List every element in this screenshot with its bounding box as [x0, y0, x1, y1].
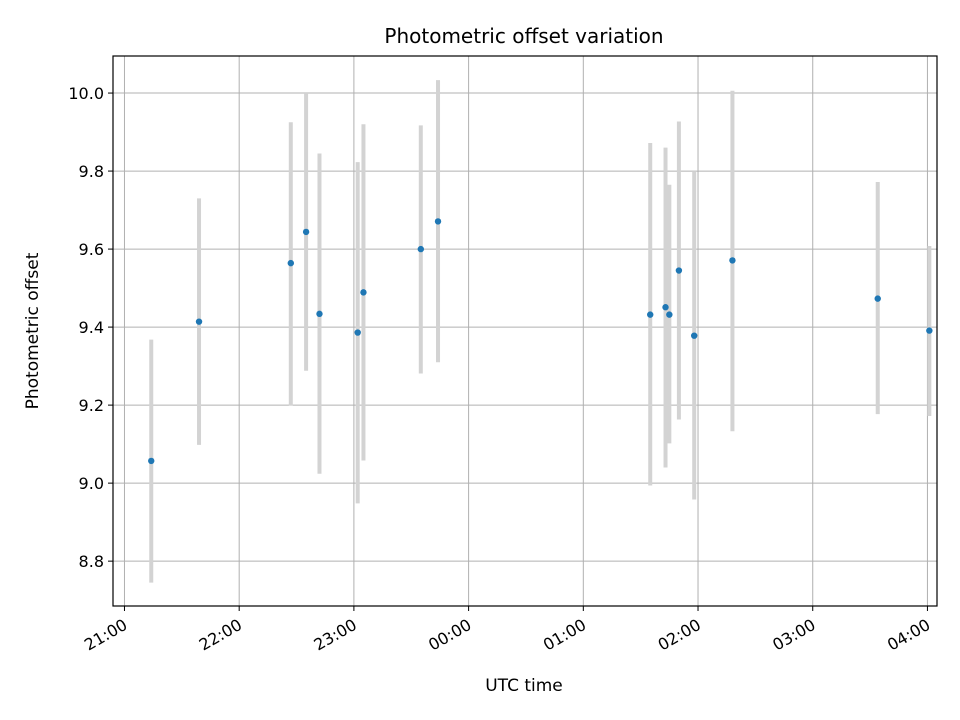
y-tick-label: 9.8: [79, 162, 104, 181]
x-tick-label: 00:00: [425, 615, 474, 655]
data-point: [354, 329, 361, 336]
data-point: [302, 228, 310, 236]
data-point: [675, 267, 683, 274]
y-tick-label: 9.2: [79, 396, 104, 415]
chart-title: Photometric offset variation: [384, 24, 663, 48]
plot-frame: [112, 55, 938, 607]
data-point: [662, 304, 669, 311]
data-point: [417, 245, 425, 253]
x-tick-label: 23:00: [310, 615, 359, 655]
data-point: [434, 218, 442, 225]
data-point: [360, 289, 367, 296]
x-tick-label: 01:00: [540, 615, 589, 655]
y-axis-label: Photometric offset: [23, 252, 43, 409]
data-point: [874, 295, 881, 302]
data-point: [666, 311, 673, 318]
y-tick-label: 9.4: [79, 318, 104, 337]
data-point: [195, 318, 203, 325]
data-points: [148, 218, 933, 465]
y-tick-label: 9.6: [79, 240, 104, 259]
data-point: [316, 310, 323, 318]
grid: [113, 56, 937, 606]
x-tick-label: 03:00: [769, 615, 818, 655]
data-point: [287, 259, 295, 267]
data-point: [729, 257, 736, 264]
x-axis: 21:00 22:00 23:00 00:00 01:00 02:00 03:00 04:00: [81, 606, 933, 655]
data-point: [647, 311, 654, 318]
x-tick-label: 04:00: [884, 615, 933, 655]
data-point: [690, 332, 698, 339]
x-tick-label: 02:00: [655, 615, 704, 655]
plot-area: [112, 55, 938, 607]
y-tick-label: 10.0: [68, 84, 104, 103]
data-point: [926, 327, 933, 334]
y-tick-label: 9.0: [79, 474, 104, 493]
y-axis: 8.8 9.0 9.2 9.4 9.6 9.8 10.0: [68, 84, 113, 571]
data-point: [148, 457, 155, 465]
x-axis-label: UTC time: [485, 676, 563, 696]
x-tick-label: 22:00: [196, 615, 245, 655]
y-tick-label: 8.8: [79, 552, 104, 571]
x-tick-label: 21:00: [81, 615, 130, 655]
plot-background: [113, 56, 937, 606]
